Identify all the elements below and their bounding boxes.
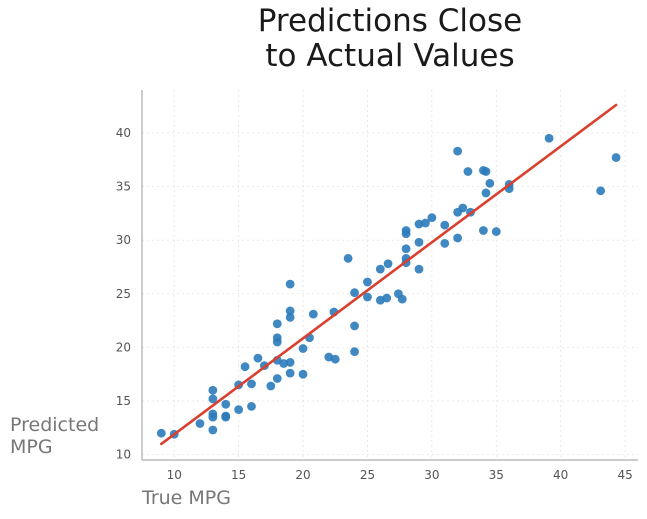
chart-title-line-1: Predictions Close: [257, 3, 523, 39]
data-point: [285, 279, 295, 289]
data-point: [272, 333, 282, 343]
data-point: [491, 227, 501, 236]
data-point: [414, 264, 424, 274]
data-point: [481, 188, 491, 198]
axes: [141, 90, 638, 461]
data-point: [247, 379, 256, 389]
data-point: [383, 259, 393, 269]
data-point: [350, 288, 359, 298]
data-point: [350, 347, 359, 357]
data-point: [272, 374, 282, 383]
data-point: [421, 218, 430, 228]
x-tick-label: 20: [295, 468, 310, 482]
data-point: [208, 425, 218, 435]
grid-lines: [142, 90, 638, 460]
data-point: [414, 237, 424, 247]
y-tick-label: 10: [116, 448, 131, 462]
data-point: [308, 309, 318, 319]
data-point: [463, 167, 473, 176]
data-point: [382, 293, 392, 303]
data-point: [397, 294, 407, 304]
y-tick-label: 35: [116, 180, 131, 194]
data-point: [485, 178, 495, 188]
data-point: [330, 354, 340, 364]
data-point: [208, 409, 218, 419]
data-point: [234, 405, 244, 414]
x-tick-label: 10: [167, 468, 182, 482]
data-point: [363, 277, 372, 287]
data-points: [156, 133, 621, 439]
y-tick-label: 20: [116, 340, 131, 354]
chart-title-line-2: to Actual Values: [265, 38, 515, 74]
data-point: [440, 220, 450, 230]
y-tick-label: 25: [116, 287, 131, 301]
x-tick-label: 35: [489, 468, 504, 482]
data-point: [298, 369, 308, 379]
data-point: [247, 401, 256, 411]
x-tick-label: 15: [231, 468, 246, 482]
x-tick-label: 30: [424, 468, 439, 482]
data-point: [195, 419, 205, 428]
data-point: [375, 264, 385, 274]
data-point: [208, 385, 218, 395]
data-point: [611, 153, 621, 162]
y-tick-label: 40: [116, 126, 131, 140]
data-point: [156, 428, 166, 438]
data-point: [221, 411, 231, 421]
data-point: [285, 368, 295, 378]
data-point: [208, 394, 218, 404]
fit-line-group: [160, 103, 618, 446]
fit-line: [160, 103, 618, 446]
data-point: [427, 213, 437, 223]
data-point: [272, 319, 282, 329]
y-axis-ticks: 10 15 20 25 30 35 40: [116, 126, 131, 462]
y-axis-label-line-1: Predicted: [10, 414, 100, 436]
data-point: [453, 233, 463, 243]
data-point: [285, 312, 295, 322]
data-point: [253, 353, 263, 363]
data-point: [285, 306, 295, 316]
data-point: [298, 344, 308, 353]
data-point: [401, 226, 411, 235]
data-point: [240, 362, 250, 372]
data-point: [350, 321, 359, 331]
y-tick-label: 30: [116, 233, 131, 247]
data-point: [453, 146, 463, 156]
data-point: [544, 133, 554, 143]
chart-title: Predictions Close to Actual Values: [140, 4, 640, 74]
data-point: [285, 358, 295, 367]
x-tick-label: 40: [553, 468, 568, 482]
y-tick-label: 15: [116, 394, 131, 408]
data-point: [221, 399, 231, 409]
data-point: [479, 226, 488, 235]
x-axis-ticks: 10 15 20 25 30 35 40 45: [167, 468, 633, 482]
x-axis-label: True MPG: [142, 487, 231, 509]
data-point: [363, 292, 372, 302]
data-point: [343, 253, 353, 263]
y-axis-label: Predicted MPG: [10, 414, 99, 458]
data-point: [401, 244, 411, 254]
x-tick-label: 25: [360, 468, 375, 482]
y-axis-label-line-2: MPG: [10, 436, 53, 458]
data-point: [266, 381, 276, 391]
data-point: [440, 238, 450, 248]
data-point: [481, 167, 491, 176]
data-point: [458, 203, 468, 213]
x-tick-label: 45: [617, 468, 632, 482]
data-point: [596, 186, 606, 196]
